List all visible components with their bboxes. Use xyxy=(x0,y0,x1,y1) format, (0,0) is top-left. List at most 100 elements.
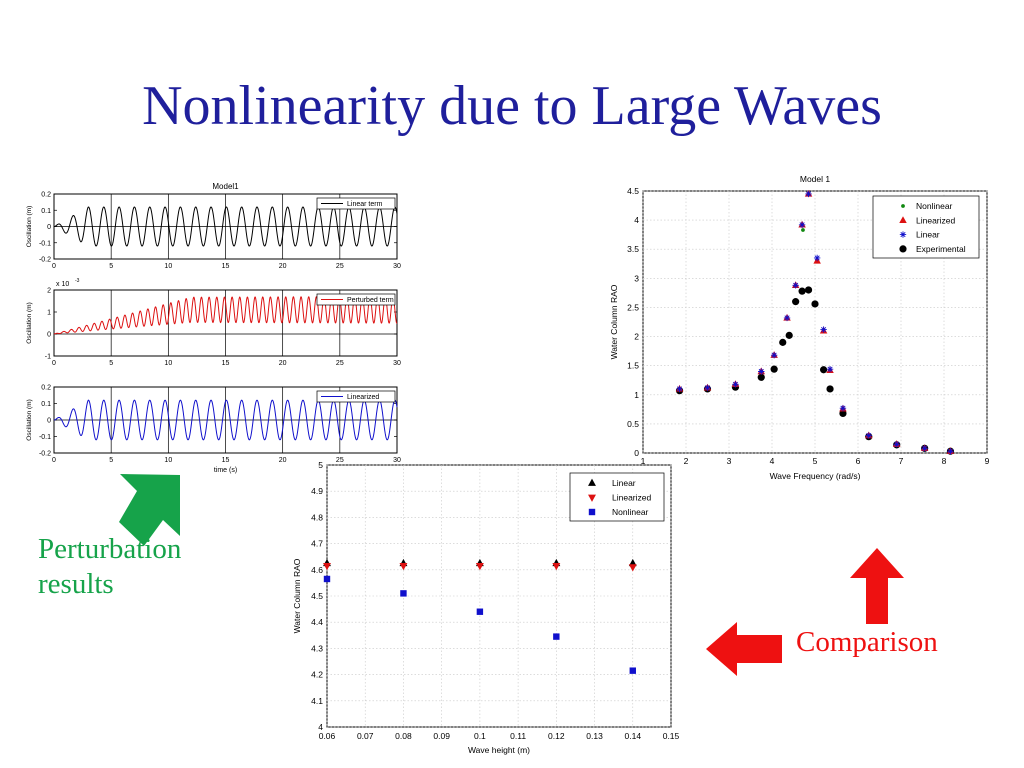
data-point xyxy=(792,282,799,289)
legend-label: Linearized xyxy=(347,394,379,401)
x-tick-label: 6 xyxy=(856,456,861,466)
data-point xyxy=(805,190,812,198)
x-tick-label: 3 xyxy=(727,456,732,466)
x-tick-label: 10 xyxy=(164,263,172,270)
x-tick-label: 0 xyxy=(52,360,56,367)
time-series-panel-1: -0.2 -0.1 0 0.1 0.2 0 5 10 15 20 25 30 Oscillation (… xyxy=(26,192,401,271)
y-tick-label: 4 xyxy=(318,722,323,732)
perturbation-label-line2: results xyxy=(38,567,114,600)
legend-marker xyxy=(899,216,907,224)
y-tick-label: 0.2 xyxy=(41,385,51,392)
data-point xyxy=(628,564,637,572)
legend-box xyxy=(316,197,396,210)
comparison-left-arrow xyxy=(706,622,782,676)
data-point xyxy=(839,404,847,412)
data-point xyxy=(399,562,408,571)
y-tick-label: 5 xyxy=(318,460,323,470)
data-point xyxy=(552,562,561,571)
data-point xyxy=(475,562,484,571)
x-tick-label: 30 xyxy=(393,263,401,270)
rao-frequency-legend: Nonlinear Linearized Linear Experimental xyxy=(872,195,980,259)
x-tick-label: 15 xyxy=(222,457,230,464)
data-point xyxy=(839,409,847,418)
rao-wave-height-figure: 0.06 0.07 0.08 0.09 0.1 0.11 0.12 0.13 0.14 0.15 4… xyxy=(292,460,680,755)
x-tick-label: 0.14 xyxy=(625,731,642,741)
legend-marker xyxy=(588,508,596,516)
legend-marker xyxy=(901,204,905,208)
y-tick-label: 4.6 xyxy=(311,565,323,575)
slide-title: Nonlinearity due to Large Waves xyxy=(142,75,882,137)
y-tick-label: 3.5 xyxy=(627,244,639,254)
y-tick-label: 0.2 xyxy=(41,192,51,199)
exponent-power: -3 xyxy=(75,278,80,284)
signal-line xyxy=(53,206,398,247)
data-point xyxy=(785,331,793,339)
data-point xyxy=(813,254,821,262)
x-tick-label: 4 xyxy=(770,456,775,466)
legend-marker xyxy=(899,231,907,238)
x-tick-label: 5 xyxy=(109,263,113,270)
data-point xyxy=(893,441,900,448)
y-tick-label: 4.3 xyxy=(311,643,323,653)
x-tick-label: 25 xyxy=(336,263,344,270)
legend-label: Experimental xyxy=(916,244,966,254)
x-tick-label: 30 xyxy=(393,360,401,367)
x-tick-label: 25 xyxy=(336,457,344,464)
series-linear xyxy=(676,190,954,455)
y-tick-label: -0.2 xyxy=(39,451,51,458)
y-tick-label: 0 xyxy=(634,448,639,458)
legend-label: Nonlinear xyxy=(916,201,953,211)
x-tick-label: 0.1 xyxy=(474,731,486,741)
green-arrow-shape xyxy=(119,474,180,546)
data-point xyxy=(804,286,813,294)
rao-frequency-y-label: Water Column RAO xyxy=(609,284,619,359)
legend-box xyxy=(316,293,396,306)
data-point xyxy=(770,365,778,373)
x-tick-label: 9 xyxy=(985,456,990,466)
x-tick-label: 0.12 xyxy=(548,731,565,741)
data-point xyxy=(865,432,872,439)
y-tick-label: -0.1 xyxy=(39,434,51,441)
y-tick-label: 4.7 xyxy=(311,539,323,549)
x-tick-label: 0.07 xyxy=(357,731,374,741)
rao-wave-height-y-label: Water Column RAO xyxy=(292,558,302,633)
time-series-figure: Model1-0.2-0.100.10.20 5 10 15 20 25 30Oscilla… xyxy=(26,182,401,474)
legend-label: Linear term xyxy=(347,201,383,208)
y-tick-label: 0.1 xyxy=(41,208,51,215)
data-point xyxy=(826,365,834,373)
y-tick-label: 0 xyxy=(47,224,51,231)
y-tick-label: 0 xyxy=(47,418,51,425)
x-tick-label: 0.11 xyxy=(510,731,526,741)
y-tick-label: -1 xyxy=(45,354,51,361)
data-point xyxy=(921,445,928,452)
exponent-label: x 10 xyxy=(56,281,69,288)
data-point xyxy=(400,590,407,597)
legend-label: Perturbed term xyxy=(347,297,394,304)
data-point xyxy=(783,314,791,322)
x-tick-label: 10 xyxy=(164,457,172,464)
legend-box xyxy=(569,472,665,522)
time-series-x-label: time (s) xyxy=(214,467,237,474)
x-tick-label: 20 xyxy=(279,263,287,270)
data-point xyxy=(798,287,806,295)
x-tick-label: 0.09 xyxy=(433,731,450,741)
comparison-up-arrow xyxy=(850,548,904,624)
x-tick-label: 0 xyxy=(52,457,56,464)
data-point xyxy=(553,633,560,640)
data-point xyxy=(801,228,805,232)
data-point xyxy=(792,298,800,306)
series-nonlinear xyxy=(323,575,636,674)
x-tick-label: 8 xyxy=(942,456,947,466)
red-up-arrow-shape xyxy=(850,548,904,624)
data-point xyxy=(820,326,827,333)
x-tick-label: 5 xyxy=(109,360,113,367)
panel-legend: Linearized xyxy=(316,390,396,403)
data-point xyxy=(826,385,834,393)
data-point xyxy=(323,575,331,583)
legend-label: Linear xyxy=(612,478,636,488)
data-point xyxy=(770,351,778,359)
x-tick-label: 20 xyxy=(279,457,287,464)
perturbation-arrow xyxy=(119,474,180,546)
time-series-panel-3: -0.2 -0.1 0 0.1 0.2 0 5 10 15 20 25 30 Oscillation (… xyxy=(26,385,401,465)
x-tick-label: 25 xyxy=(336,360,344,367)
